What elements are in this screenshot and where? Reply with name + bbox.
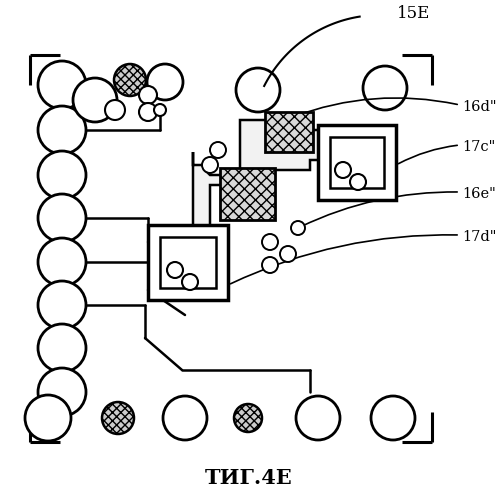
Bar [160, 237, 216, 288]
Circle shape [202, 157, 218, 173]
Bar [330, 137, 384, 188]
Text: ΤИГ.4Е: ΤИГ.4Е [205, 468, 293, 488]
Circle shape [38, 61, 86, 109]
Circle shape [262, 257, 278, 273]
Circle shape [236, 68, 280, 112]
Text: 15Е: 15Е [397, 5, 430, 22]
Circle shape [25, 395, 71, 441]
Circle shape [38, 281, 86, 329]
Circle shape [38, 151, 86, 199]
Circle shape [163, 396, 207, 440]
Bar [265, 112, 313, 152]
Circle shape [262, 234, 278, 250]
Circle shape [38, 106, 86, 154]
Text: 17c": 17c" [462, 140, 495, 154]
Circle shape [182, 274, 198, 290]
Circle shape [234, 404, 262, 432]
Bar [148, 225, 228, 300]
Circle shape [154, 104, 166, 116]
Circle shape [139, 86, 157, 104]
Circle shape [291, 221, 305, 235]
Circle shape [335, 162, 351, 178]
Circle shape [114, 64, 146, 96]
Circle shape [371, 396, 415, 440]
Circle shape [38, 238, 86, 286]
Circle shape [73, 78, 117, 122]
Circle shape [167, 262, 183, 278]
Circle shape [210, 142, 226, 158]
Text: 16e": 16e" [462, 187, 496, 201]
Text: 17d": 17d" [462, 230, 497, 244]
Polygon shape [193, 120, 320, 250]
Circle shape [363, 66, 407, 110]
Circle shape [147, 64, 183, 100]
Circle shape [38, 194, 86, 242]
Circle shape [38, 368, 86, 416]
Bar [220, 168, 275, 220]
Circle shape [280, 246, 296, 262]
Circle shape [350, 174, 366, 190]
Circle shape [139, 103, 157, 121]
Circle shape [102, 402, 134, 434]
Circle shape [105, 100, 125, 120]
Circle shape [296, 396, 340, 440]
Circle shape [38, 324, 86, 372]
Text: 16d": 16d" [462, 100, 497, 114]
Bar [318, 125, 396, 200]
